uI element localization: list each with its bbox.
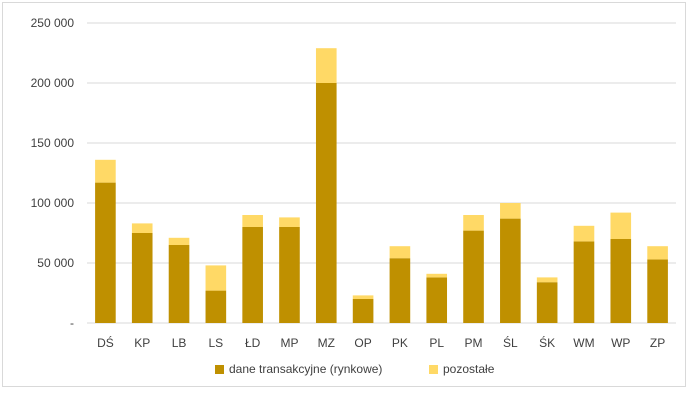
x-tick-label: PM [465,336,483,350]
bar-other-10 [463,215,484,231]
bar-transaction-9 [426,277,448,323]
y-tick-label: 50 000 [37,256,74,270]
x-axis-tick-labels: DŚ KP LB LS ŁD MP MZ OP PK PL PM ŚL ŚK WM WP ZP [97,335,665,350]
bar-transaction-4 [242,227,263,323]
bar-other-9 [426,273,448,278]
x-tick-label: MP [280,336,298,350]
bar-transaction-15 [647,259,668,323]
y-tick-label: 150 000 [31,136,75,150]
bar-transaction-3 [205,290,227,323]
bar-transaction-0 [95,182,116,323]
legend-swatch-0 [215,365,224,374]
legend-label-1: pozostałe [443,362,495,376]
bar-other-3 [205,265,227,291]
bar-other-4 [242,215,263,227]
x-tick-label: ŚK [539,335,555,350]
x-tick-label: WP [611,336,630,350]
x-tick-label: LB [172,336,187,350]
x-tick-label: MZ [318,336,335,350]
bar-other-2 [168,237,190,245]
x-tick-label: ŁD [245,336,261,350]
bar-other-1 [131,223,153,233]
bar-other-8 [389,246,411,259]
bar-transaction-5 [279,227,300,323]
bar-other-13 [573,225,595,242]
y-tick-label: 200 000 [31,76,75,90]
x-tick-label: DŚ [97,335,114,350]
x-tick-label: ZP [650,336,665,350]
x-tick-label: ŚL [503,335,518,350]
legend-label-0: dane transakcyjne (rynkowe) [229,362,382,376]
bar-transaction-14 [610,239,632,323]
x-tick-label: KP [134,336,150,350]
bar-other-0 [95,159,116,183]
x-tick-label: LS [209,336,224,350]
bar-transaction-8 [389,258,411,323]
bar-transaction-10 [463,230,484,323]
bar-transaction-6 [315,83,337,323]
bar-other-7 [352,295,374,299]
bar-other-5 [279,217,300,227]
x-tick-label: OP [354,336,371,350]
chart-frame: - 50 000 100 000 150 000 200 000 250 000 DŚ KP… [2,2,686,387]
bars [95,48,668,323]
bar-transaction-2 [168,245,190,323]
bar-other-11 [500,203,521,219]
bar-transaction-13 [573,241,595,323]
bar-transaction-12 [536,282,558,323]
bar-other-15 [647,246,668,260]
x-tick-label: PK [392,336,408,350]
bar-other-6 [315,48,337,83]
y-tick-label: 250 000 [31,16,75,30]
legend-swatch-1 [429,365,438,374]
y-tick-label: 100 000 [31,196,75,210]
bar-transaction-1 [131,233,153,323]
x-tick-label: WM [573,336,594,350]
bar-other-14 [610,212,632,239]
stacked-bar-chart: - 50 000 100 000 150 000 200 000 250 000 DŚ KP… [31,16,676,376]
bar-other-12 [536,277,558,283]
y-tick-label: - [70,316,74,330]
bar-transaction-7 [352,299,374,323]
bar-transaction-11 [500,218,521,323]
x-tick-label: PL [429,336,444,350]
y-axis-tick-labels: - 50 000 100 000 150 000 200 000 250 000 [31,16,75,330]
legend: dane transakcyjne (rynkowe) pozostałe [215,362,495,376]
